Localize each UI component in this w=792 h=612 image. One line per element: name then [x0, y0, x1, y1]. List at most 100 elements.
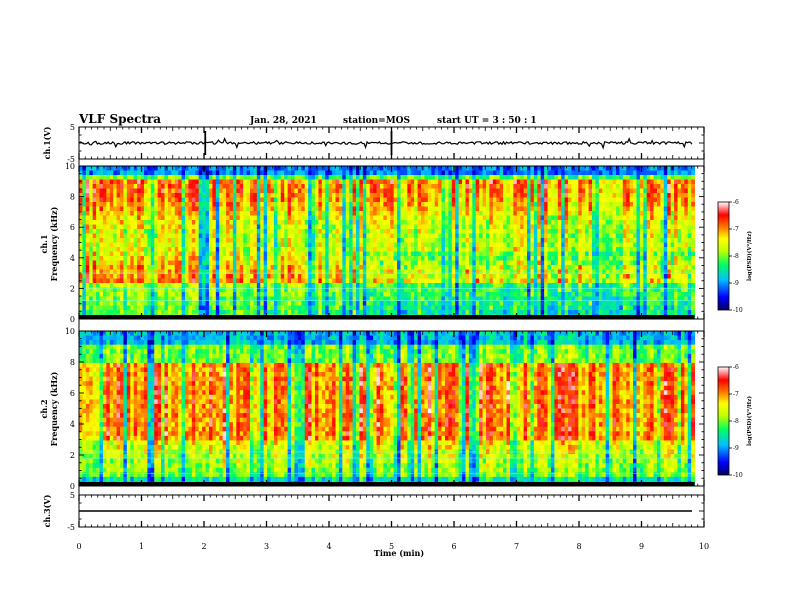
spectrogram-cell [445, 198, 449, 203]
spectrogram-cell [305, 283, 309, 288]
spectrogram-cell [373, 292, 377, 297]
spectrogram-cell [178, 292, 182, 297]
spectrogram-cell [216, 198, 220, 203]
spectrogram-cell [578, 256, 582, 261]
spectrogram-cell [383, 243, 387, 248]
spectrogram-cell [312, 274, 316, 279]
spectrogram-cell [236, 184, 240, 189]
spectrogram-cell [421, 207, 425, 212]
spectrogram-cell [397, 202, 401, 207]
spectrogram-cell [291, 171, 295, 176]
spectrogram-cell [219, 274, 223, 279]
spectrogram-cell [472, 310, 476, 315]
spectrogram-cell [493, 274, 497, 279]
spectrogram-cell [507, 279, 511, 284]
spectrogram-cell [322, 175, 326, 180]
spectrogram-cell [291, 193, 295, 198]
spectrogram-cell [568, 207, 572, 212]
spectrogram-cell [322, 256, 326, 261]
spectrogram-cell [195, 184, 199, 189]
spectrogram-cell [165, 238, 169, 243]
spectrogram-cell [418, 207, 422, 212]
spectrogram-cell [428, 238, 432, 243]
spectrogram-cell [260, 193, 264, 198]
spectrogram-cell [298, 216, 302, 221]
spectrogram-cell [411, 270, 415, 275]
spectrogram-cell [544, 207, 548, 212]
spectrogram-cell [175, 238, 179, 243]
spectrogram-cell [137, 220, 141, 225]
spectrogram-cell [558, 238, 562, 243]
spectrogram-cell [465, 189, 469, 194]
spectrogram-cell [421, 180, 425, 185]
spectrogram-cell [339, 301, 343, 306]
spectrogram-cell [291, 211, 295, 216]
spectrogram-cell [267, 256, 271, 261]
spectrogram-cell [308, 193, 312, 198]
spectrogram-cell [100, 198, 104, 203]
spectrogram-cell [315, 202, 319, 207]
spectrogram-cell [377, 220, 381, 225]
spectrogram-cell [411, 193, 415, 198]
spectrogram-cell [486, 274, 490, 279]
spectrogram-cell [226, 211, 230, 216]
spectrogram-cell [493, 243, 497, 248]
spectrogram-cell [277, 184, 281, 189]
spectrogram-cell [370, 279, 374, 284]
spectrogram-cell [397, 193, 401, 198]
spectrogram-cell [240, 207, 244, 212]
spectrogram-cell [380, 234, 384, 239]
spectrogram-cell [226, 198, 230, 203]
spectrogram-cell [312, 216, 316, 221]
spectrogram-cell [414, 171, 418, 176]
spectrogram-cell [199, 265, 203, 270]
spectrogram-cell [353, 175, 357, 180]
spectrogram-cell [537, 184, 541, 189]
spectrogram-cell [431, 283, 435, 288]
spectrogram-cell [322, 252, 326, 257]
spectrogram-cell [366, 256, 370, 261]
spectrogram-cell [397, 252, 401, 257]
spectrogram-cell [308, 175, 312, 180]
spectrogram-cell [240, 274, 244, 279]
spectrogram-cell [103, 220, 107, 225]
spectrogram-cell [329, 274, 333, 279]
spectrogram-cell [479, 292, 483, 297]
spectrogram-cell [544, 229, 548, 234]
spectrogram-cell [315, 175, 319, 180]
spectrogram-cell [431, 310, 435, 315]
spectrogram-cell [329, 198, 333, 203]
spectrogram-cell [89, 184, 93, 189]
spectrogram-cell [315, 261, 319, 266]
spectrogram-cell [223, 310, 227, 315]
spectrogram-cell [151, 202, 155, 207]
spectrogram-cell [452, 283, 456, 288]
spectrogram-cell [414, 243, 418, 248]
spectrogram-cell [141, 202, 145, 207]
spectrogram-cell [431, 180, 435, 185]
spectrogram-cell [578, 175, 582, 180]
spectrogram-cell [530, 229, 534, 234]
spectrogram-cell [578, 216, 582, 221]
spectrogram-cell [188, 265, 192, 270]
spectrogram-cell [455, 220, 459, 225]
spectrogram-cell [185, 189, 189, 194]
spectrogram-cell [137, 175, 141, 180]
spectrogram-cell [366, 202, 370, 207]
spectrogram-cell [151, 184, 155, 189]
spectrogram-cell [428, 234, 432, 239]
spectrogram-cell [130, 238, 134, 243]
spectrogram-cell [161, 234, 165, 239]
spectrogram-cell [271, 283, 275, 288]
spectrogram-cell [500, 252, 504, 257]
spectrogram-cell [165, 211, 169, 216]
spectrogram-cell [568, 189, 572, 194]
spectrogram-cell [387, 265, 391, 270]
spectrogram-cell [206, 283, 210, 288]
spectrogram-cell [438, 261, 442, 266]
spectrogram-cell [537, 256, 541, 261]
spectrogram-cell [192, 171, 196, 176]
spectrogram-cell [380, 220, 384, 225]
spectrogram-cell [127, 184, 131, 189]
spectrogram-cell [397, 234, 401, 239]
